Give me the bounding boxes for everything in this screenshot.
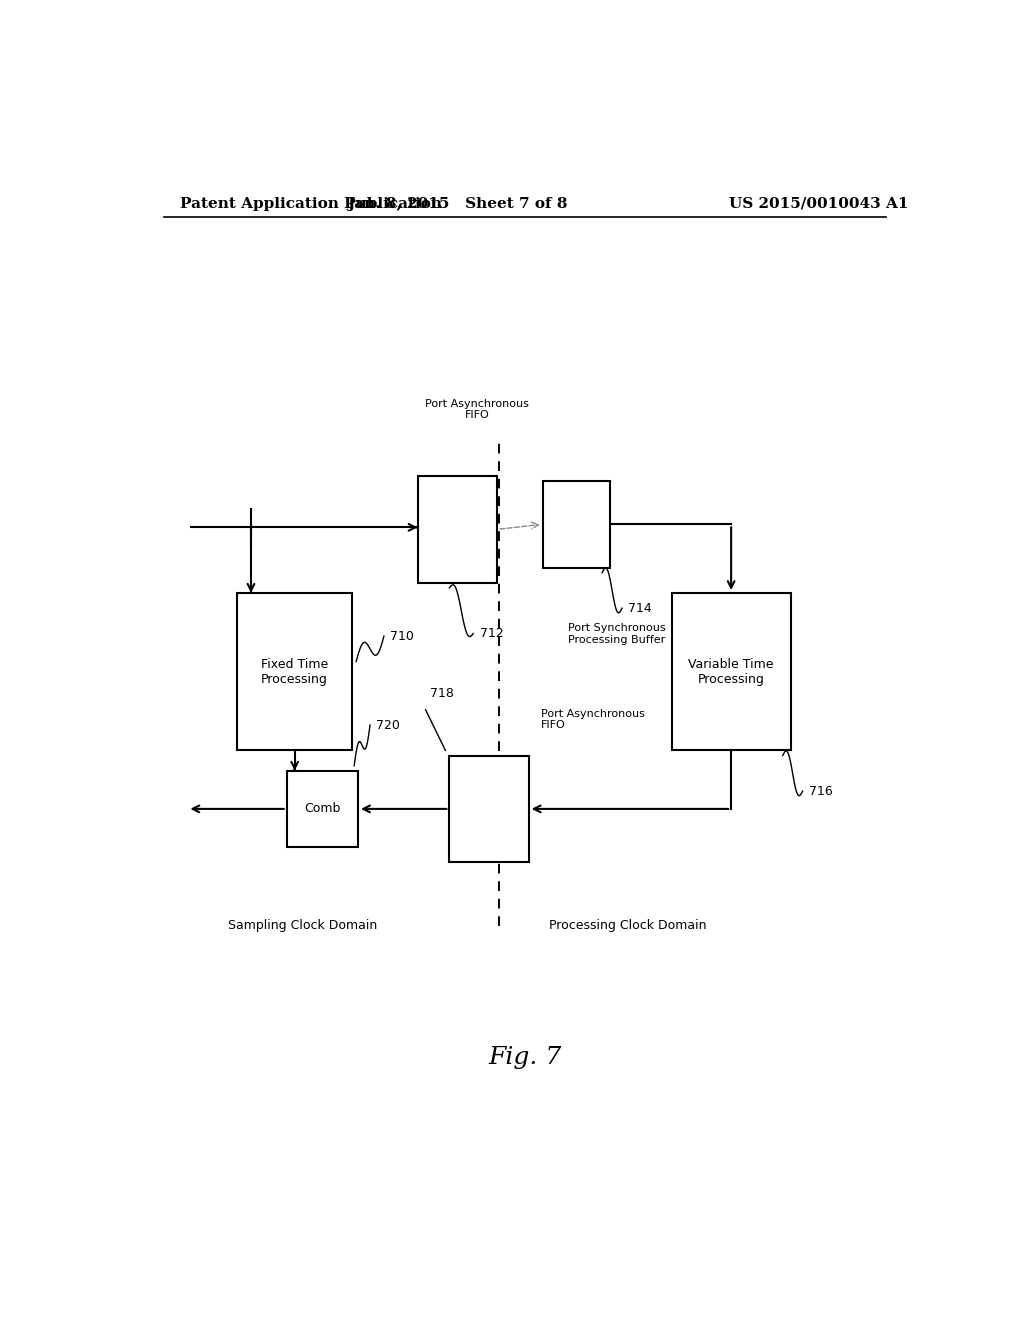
Text: 710: 710	[390, 630, 414, 643]
Text: US 2015/0010043 A1: US 2015/0010043 A1	[729, 197, 908, 211]
Text: 712: 712	[479, 627, 504, 640]
Text: Variable Time
Processing: Variable Time Processing	[688, 657, 774, 685]
Text: Sampling Clock Domain: Sampling Clock Domain	[228, 919, 377, 932]
Text: Fig. 7: Fig. 7	[488, 1047, 561, 1069]
Text: Jan. 8, 2015   Sheet 7 of 8: Jan. 8, 2015 Sheet 7 of 8	[347, 197, 567, 211]
Text: Processing Clock Domain: Processing Clock Domain	[549, 919, 707, 932]
Text: Comb: Comb	[304, 803, 341, 816]
Bar	[672, 593, 791, 751]
Text: 720: 720	[377, 718, 400, 731]
Text: 714: 714	[629, 602, 652, 615]
Text: Port Asynchronous
FIFO: Port Asynchronous FIFO	[541, 709, 644, 730]
Bar	[287, 771, 358, 847]
Bar	[543, 480, 610, 568]
Bar	[418, 477, 497, 582]
Text: Fixed Time
Processing: Fixed Time Processing	[261, 657, 329, 685]
Bar	[238, 593, 352, 751]
Bar	[450, 755, 528, 862]
Text: Patent Application Publication: Patent Application Publication	[179, 197, 441, 211]
Text: 718: 718	[430, 686, 454, 700]
Text: Port Synchronous
Processing Buffer: Port Synchronous Processing Buffer	[568, 623, 666, 645]
Text: Port Asynchronous
FIFO: Port Asynchronous FIFO	[425, 399, 529, 420]
Text: 716: 716	[809, 784, 833, 797]
